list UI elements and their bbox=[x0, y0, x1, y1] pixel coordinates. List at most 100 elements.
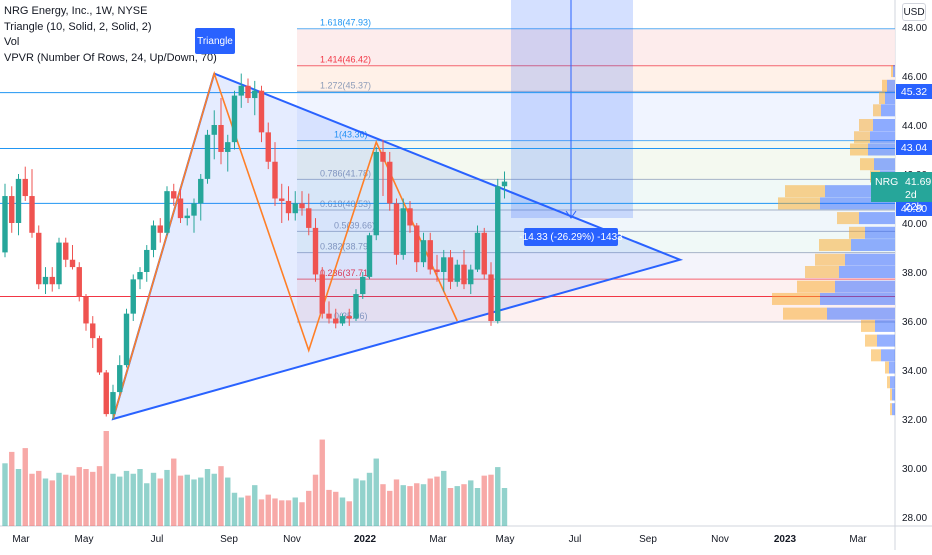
vpvr-down-41.3 bbox=[785, 185, 825, 198]
volume-bar bbox=[9, 451, 15, 526]
candle-body bbox=[164, 191, 170, 233]
candle-body bbox=[42, 276, 49, 285]
candle-body bbox=[83, 296, 89, 324]
candle-body bbox=[468, 269, 474, 285]
vpvr-down-42.4 bbox=[860, 158, 874, 171]
candle-body bbox=[157, 225, 163, 233]
candle-body bbox=[198, 178, 204, 204]
vpvr-down-39.1 bbox=[819, 239, 851, 252]
chart-legend: NRG Energy, Inc., 1W, NYSE Triangle (10,… bbox=[4, 4, 217, 66]
volume-bar bbox=[150, 472, 157, 526]
candle-body bbox=[319, 274, 325, 314]
volume-bar bbox=[123, 470, 130, 526]
vpvr-indicator-label[interactable]: VPVR (Number Of Rows, 24, Up/Down, 70) bbox=[4, 51, 217, 64]
candle-body bbox=[110, 392, 116, 415]
vpvr-up-44 bbox=[873, 119, 895, 131]
vpvr-down-40.2 bbox=[837, 212, 859, 225]
triangle-indicator-label[interactable]: Triangle (10, Solid, 2, Solid, 2) bbox=[4, 20, 152, 33]
fib-label-0.236: 0.236(37.71) bbox=[320, 268, 371, 278]
vpvr-up-39.6 bbox=[865, 226, 895, 239]
volume-bar bbox=[144, 483, 150, 526]
vpvr-down-36.9 bbox=[772, 292, 820, 305]
currency-label[interactable]: USD bbox=[902, 3, 926, 21]
candle-body bbox=[407, 208, 413, 226]
candle-body bbox=[495, 186, 501, 321]
volume-bar bbox=[218, 466, 224, 526]
candle-body bbox=[454, 264, 460, 282]
volume-bar bbox=[387, 490, 393, 526]
symbol-title[interactable]: NRG Energy, Inc., 1W, NYSE bbox=[4, 5, 148, 17]
candle-body bbox=[36, 232, 42, 285]
volume-bar bbox=[468, 480, 474, 526]
candle-body bbox=[414, 225, 420, 263]
volume-indicator-label[interactable]: Vol bbox=[4, 36, 20, 48]
time-tick-Sep: Sep bbox=[220, 534, 238, 545]
candle-body bbox=[29, 196, 35, 233]
volume-bar bbox=[204, 469, 211, 526]
price-tick-38.00: 38.00 bbox=[902, 268, 927, 279]
vpvr-up-44.6 bbox=[881, 104, 895, 117]
candle-body bbox=[306, 208, 312, 228]
vpvr-down-38 bbox=[805, 266, 839, 278]
candle-body bbox=[56, 242, 62, 285]
vpvr-down-38.5 bbox=[815, 253, 845, 266]
volume-bar bbox=[69, 475, 76, 526]
candle-body bbox=[22, 178, 28, 197]
vpvr-up-45.1 bbox=[885, 92, 895, 105]
volume-bar bbox=[292, 497, 298, 526]
vpvr-down-34.1 bbox=[885, 361, 889, 374]
vpvr-down-35.2 bbox=[865, 334, 877, 347]
volume-bar bbox=[420, 484, 427, 526]
volume-bar bbox=[36, 470, 42, 526]
volume-bar bbox=[360, 480, 366, 526]
measure-zone bbox=[511, 0, 633, 218]
vpvr-down-43.5 bbox=[854, 131, 870, 144]
time-tick-May: May bbox=[496, 534, 515, 545]
candle-body bbox=[265, 132, 271, 162]
candle-body bbox=[63, 242, 69, 260]
vpvr-down-43 bbox=[850, 143, 868, 156]
candle-body bbox=[103, 372, 109, 415]
volume-bar bbox=[63, 474, 69, 526]
candle-body bbox=[144, 249, 150, 272]
ticker-label: NRG bbox=[875, 176, 899, 188]
candle-body bbox=[218, 125, 224, 152]
volume-bar bbox=[56, 472, 62, 526]
candle-body bbox=[427, 240, 433, 270]
triangle-drawing-label[interactable]: Triangle bbox=[195, 28, 235, 54]
volume-bar bbox=[447, 488, 454, 526]
volume-bar bbox=[454, 486, 460, 526]
volume-bar bbox=[265, 494, 271, 526]
candle-body bbox=[123, 313, 130, 366]
candle-body bbox=[339, 316, 346, 324]
candle-body bbox=[2, 196, 8, 253]
fib-label-1.272: 1.272(45.37) bbox=[320, 80, 371, 90]
candle-body bbox=[447, 257, 454, 282]
fib-label-0.618: 0.618(40.53) bbox=[320, 199, 371, 209]
candle-body bbox=[346, 316, 352, 319]
candle-body bbox=[292, 203, 298, 214]
candle-body bbox=[380, 151, 386, 162]
candle-body bbox=[333, 318, 339, 324]
vpvr-up-43.5 bbox=[870, 131, 895, 144]
price-tick-48.00: 48.00 bbox=[902, 23, 927, 34]
volume-bar bbox=[211, 473, 217, 526]
volume-bar bbox=[353, 478, 359, 526]
volume-bar bbox=[501, 488, 508, 526]
vpvr-up-36.3 bbox=[827, 307, 895, 320]
vpvr-up-34.1 bbox=[889, 361, 895, 374]
candle-body bbox=[171, 191, 177, 199]
time-tick-Jul: Jul bbox=[151, 534, 164, 545]
vpvr-down-39.6 bbox=[849, 226, 865, 239]
candle-body bbox=[488, 274, 494, 321]
time-tick-Nov: Nov bbox=[711, 534, 729, 545]
volume-bar bbox=[83, 469, 89, 526]
volume-bar bbox=[285, 500, 292, 526]
vpvr-down-32.4 bbox=[890, 403, 892, 416]
candle-body bbox=[312, 227, 319, 275]
volume-bar bbox=[96, 466, 103, 526]
vpvr-down-33.5 bbox=[887, 376, 890, 389]
fib-label-1: 1(43.36) bbox=[334, 130, 368, 140]
